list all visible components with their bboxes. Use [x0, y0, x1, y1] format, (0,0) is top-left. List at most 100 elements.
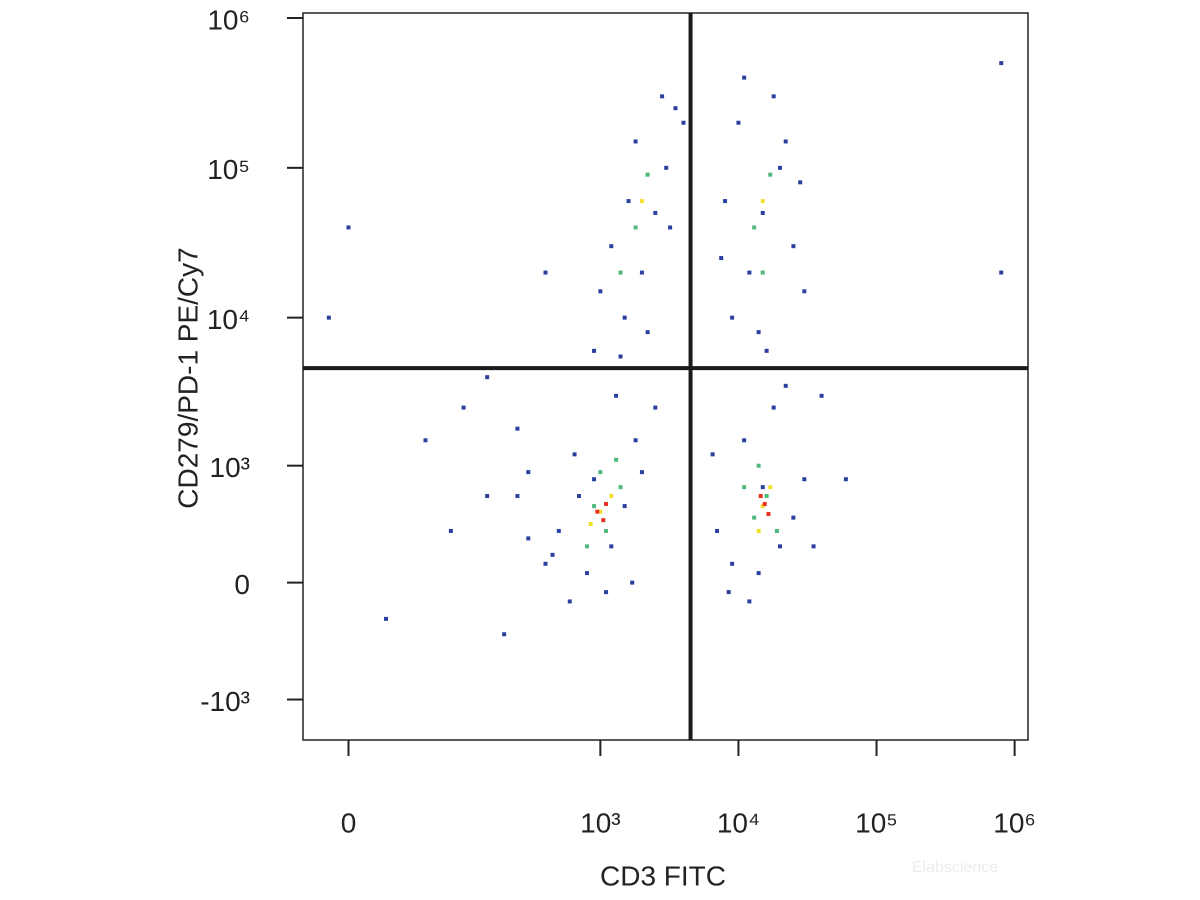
- data-point: [630, 580, 635, 585]
- data-point: [673, 106, 678, 111]
- data-point: [760, 485, 765, 490]
- data-point: [768, 172, 773, 177]
- data-point: [653, 405, 658, 410]
- data-point: [999, 270, 1004, 275]
- y-tick-label: -10³: [200, 686, 250, 717]
- data-point: [760, 199, 765, 204]
- data-point: [618, 270, 623, 275]
- data-point: [791, 515, 796, 520]
- data-point: [774, 528, 779, 533]
- data-point: [592, 348, 597, 353]
- data-point: [730, 315, 735, 320]
- data-point: [346, 225, 351, 230]
- data-point: [756, 528, 761, 533]
- data-point: [614, 393, 619, 398]
- data-point: [576, 494, 581, 499]
- data-point: [448, 528, 453, 533]
- data-point: [747, 599, 752, 604]
- data-point: [756, 330, 761, 335]
- data-point: [609, 544, 614, 549]
- plot-frame: [302, 12, 1029, 741]
- data-point: [326, 315, 331, 320]
- data-point: [633, 438, 638, 443]
- x-tick-label: 10³: [580, 807, 620, 838]
- data-point: [584, 544, 589, 549]
- data-point: [802, 477, 807, 482]
- data-point: [633, 139, 638, 144]
- data-point: [485, 375, 490, 380]
- data-point: [592, 477, 597, 482]
- data-point: [819, 393, 824, 398]
- data-point: [515, 426, 520, 431]
- data-point: [764, 494, 769, 499]
- data-point: [999, 61, 1004, 66]
- data-point: [598, 289, 603, 294]
- data-point: [622, 315, 627, 320]
- data-point: [756, 571, 761, 576]
- data-point: [798, 180, 803, 185]
- data-point: [572, 452, 577, 457]
- x-axis-label: CD3 FITC: [600, 860, 726, 891]
- data-point: [681, 120, 686, 125]
- data-point: [485, 494, 490, 499]
- y-tick-label: 10⁴: [207, 304, 250, 335]
- data-point: [760, 210, 765, 215]
- y-tick-label: 10³: [210, 452, 250, 483]
- data-point: [660, 94, 665, 99]
- data-point: [618, 354, 623, 359]
- data-point: [645, 172, 650, 177]
- data-point: [752, 515, 757, 520]
- x-tick-label: 10⁵: [855, 807, 898, 838]
- data-point: [639, 199, 644, 204]
- data-point: [730, 561, 735, 566]
- data-point: [618, 485, 623, 490]
- data-point: [609, 494, 614, 499]
- data-point: [742, 438, 747, 443]
- data-point: [778, 544, 783, 549]
- data-point: [622, 504, 627, 509]
- data-point: [742, 75, 747, 80]
- data-point: [760, 504, 765, 509]
- data-point: [584, 571, 589, 576]
- data-point: [771, 405, 776, 410]
- y-tick-label: 0: [234, 569, 250, 600]
- x-tick-label: 10⁴: [717, 807, 760, 838]
- x-tick-label: 0: [341, 807, 357, 838]
- x-tick-label: 10⁶: [993, 807, 1036, 838]
- data-point: [626, 199, 631, 204]
- data-point: [461, 405, 466, 410]
- y-axis-label: CD279/PD-1 PE/Cy7: [172, 247, 203, 508]
- data-point: [614, 457, 619, 462]
- data-point: [710, 452, 715, 457]
- data-point: [633, 225, 638, 230]
- data-point: [515, 494, 520, 499]
- data-point: [756, 463, 761, 468]
- data-point: [604, 501, 609, 506]
- data-point: [595, 509, 600, 514]
- data-point: [556, 528, 561, 533]
- data-point: [543, 561, 548, 566]
- data-point: [768, 485, 773, 490]
- data-point: [811, 544, 816, 549]
- data-point: [723, 199, 728, 204]
- data-point: [543, 270, 548, 275]
- data-point: [526, 470, 531, 475]
- data-point: [383, 616, 388, 621]
- data-point: [598, 470, 603, 475]
- watermark: Elabscience: [912, 859, 998, 876]
- data-point: [742, 485, 747, 490]
- data-point: [604, 528, 609, 533]
- data-point: [783, 139, 788, 144]
- y-tick-label: 10⁵: [207, 154, 250, 185]
- data-point: [526, 536, 531, 541]
- data-point: [653, 210, 658, 215]
- data-point: [802, 289, 807, 294]
- data-point: [719, 256, 724, 261]
- data-point: [609, 244, 614, 249]
- data-point: [758, 494, 763, 499]
- data-point: [762, 501, 767, 506]
- data-point: [598, 509, 603, 514]
- data-point: [778, 165, 783, 170]
- data-point: [567, 599, 572, 604]
- data-point: [639, 270, 644, 275]
